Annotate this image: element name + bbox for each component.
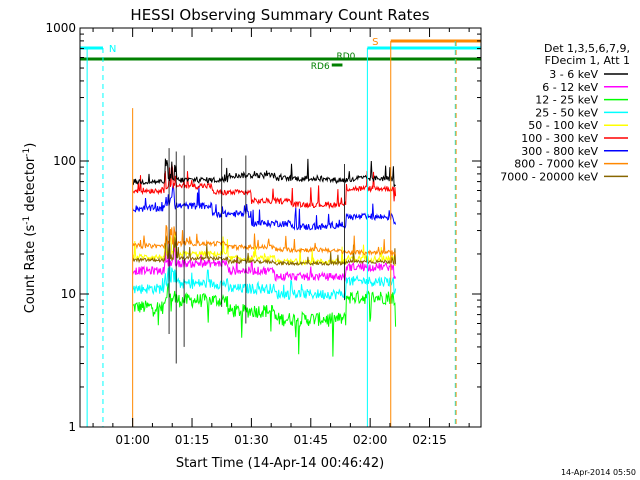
- legend-label: 3 - 6 keV: [549, 68, 598, 81]
- y-tick-label: 100: [53, 154, 76, 168]
- x-tick-label: 02:00: [353, 433, 388, 447]
- y-tick-label: 10: [61, 287, 76, 301]
- y-tick-label: 1: [68, 420, 76, 434]
- chart-title: HESSI Observing Summary Count Rates: [130, 6, 429, 24]
- saa-label: S: [372, 37, 378, 48]
- y-axis-label: Count Rate (s-1 detector-1): [22, 143, 38, 314]
- rd6-label: RD6: [311, 62, 330, 72]
- x-tick-label: 01:00: [115, 433, 150, 447]
- series-traces: [132, 148, 397, 364]
- x-tick-label: 01:30: [234, 433, 269, 447]
- legend-title-line-1: Det 1,3,5,6,7,9,: [544, 42, 630, 55]
- axes: 1 10 100 1000 01:00 01:15 01:30 01:45 02:00 02:15: [45, 21, 481, 447]
- series-line-12-25keV: [132, 283, 397, 357]
- legend-label: 6 - 12 keV: [542, 81, 598, 94]
- legend-label: 7000 - 20000 keV: [500, 170, 598, 183]
- series-line-3-6keV: [132, 158, 396, 188]
- series-line-300-800keV: [132, 183, 397, 231]
- timestamp: 14-Apr-2014 05:50: [561, 468, 636, 477]
- x-tick-label: 01:15: [175, 433, 210, 447]
- x-axis-label: Start Time (14-Apr-14 00:46:42): [176, 456, 384, 471]
- legend-title-line-2: FDecim 1, Att 1: [545, 54, 630, 67]
- x-tick-label: 02:15: [412, 433, 447, 447]
- legend-label: 12 - 25 keV: [535, 94, 598, 107]
- legend-label: 300 - 800 keV: [521, 145, 598, 158]
- night-label: N: [109, 44, 116, 55]
- legend-label: 50 - 100 keV: [528, 119, 598, 132]
- rd0-label: RD0: [337, 52, 356, 62]
- legend-label: 25 - 50 keV: [535, 106, 598, 119]
- plot-frame: [79, 27, 482, 428]
- x-tick-label: 01:45: [293, 433, 328, 447]
- flag-markers: N S RD0 RD6: [80, 37, 481, 427]
- y-tick-label: 1000: [45, 21, 76, 35]
- legend-label: 100 - 300 keV: [521, 132, 598, 145]
- legend-label: 800 - 7000 keV: [514, 158, 598, 171]
